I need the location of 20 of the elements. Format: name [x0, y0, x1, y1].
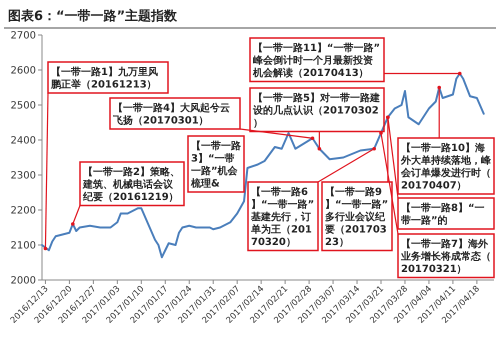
y-tick-label: 2200 — [10, 206, 36, 216]
annotation: 【一带一路1】九万里风鹏正举（20161213） — [50, 66, 158, 90]
y-tick-label: 2500 — [10, 100, 36, 112]
annotation: 【一带一路2】策略、建筑、机械电话会议纪要（20161219） — [82, 166, 180, 203]
annotation: 【一带一路11】“一带一路”峰会倒计时一个月最新投资机会解读（20170413） — [252, 42, 380, 79]
annotation: 【一带一路4】大风起兮云飞扬（20170301） — [112, 102, 230, 126]
y-tick-label: 2600 — [10, 66, 36, 76]
annotation: 【一带一路10】海外大单持续落地，峰会订单爆发进行时（20170407） — [400, 142, 492, 192]
annotation: 【一带一路9】“一带一路”多行业会议纪要（20170323） — [324, 186, 388, 248]
y-tick-label: 2400 — [10, 136, 36, 146]
title: 图表6：“一带一路”主题指数 — [8, 9, 178, 24]
y-tick-label: 2100 — [10, 240, 36, 252]
annotation: 【一带一路7】海外业务增长将成常态（20170321） — [400, 238, 491, 275]
y-tick-label: 2300 — [10, 170, 36, 182]
annotation: 【一带一路3】“一带一路”机会梳理& — [187, 135, 245, 193]
annotation: 【一带一路5】对一带一路建设的几点认识（20170302） — [252, 92, 380, 129]
annotation: 【一带一路6】“一带一路”基建先行，订单为王（20170320） — [250, 186, 314, 248]
y-tick-label: 2700 — [10, 30, 36, 42]
y-tick-label: 2000 — [10, 276, 36, 286]
annotation: 【一带一路8】“一带一路”的 — [401, 202, 485, 226]
